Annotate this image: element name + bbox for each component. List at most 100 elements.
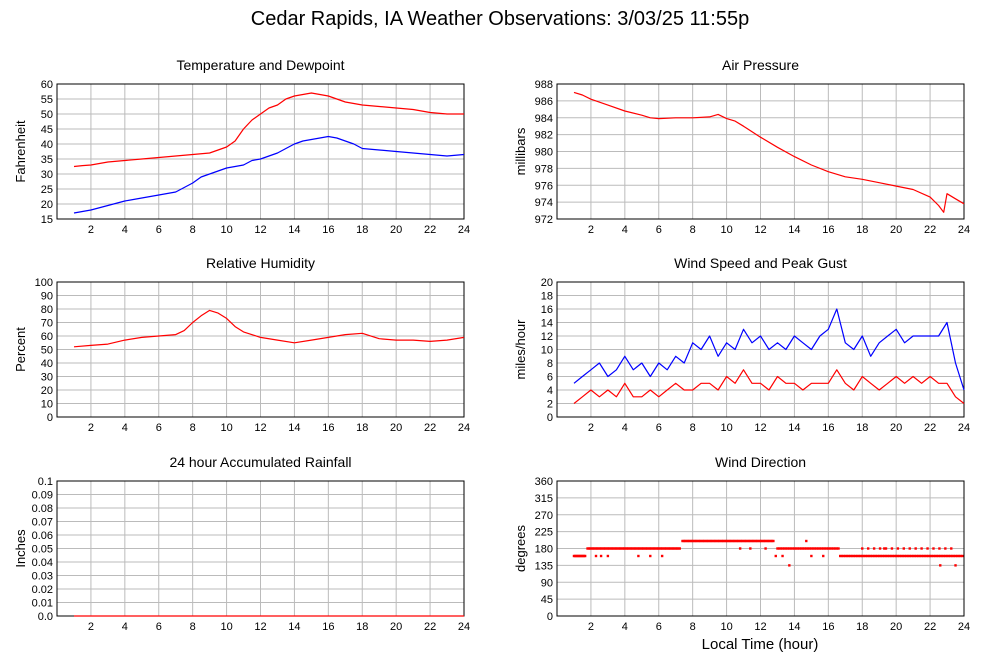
data-point xyxy=(761,539,764,543)
x-tick-label: 20 xyxy=(390,224,402,236)
data-point xyxy=(788,547,791,550)
data-point xyxy=(878,547,882,550)
data-point xyxy=(716,539,719,543)
y-tick-label: 315 xyxy=(535,493,553,505)
data-point xyxy=(905,554,908,558)
x-tick-label: 12 xyxy=(254,224,266,236)
y-tick-label: 12 xyxy=(541,331,553,343)
data-point xyxy=(658,547,661,550)
y-axis-label: miles/hour xyxy=(513,319,528,380)
x-tick-label: 22 xyxy=(424,621,436,633)
chart-panel-3: 2 4 6 8 10 12 14 16 18 20 22 2401020304050607080901… xyxy=(13,255,470,434)
y-tick-label: 984 xyxy=(535,113,553,125)
data-point xyxy=(631,547,634,550)
data-point xyxy=(698,539,702,543)
x-tick-label: 8 xyxy=(190,621,196,633)
x-tick-label: 18 xyxy=(356,621,368,633)
data-point xyxy=(651,547,654,550)
x-tick-label: 14 xyxy=(288,621,300,633)
x-tick-label: 16 xyxy=(822,224,834,236)
y-tick-label: 40 xyxy=(41,358,53,370)
y-tick-label: 976 xyxy=(535,180,553,192)
data-point xyxy=(702,539,706,543)
x-tick-label: 14 xyxy=(788,224,800,236)
data-point xyxy=(688,539,691,543)
y-tick-label: 0.04 xyxy=(32,557,53,569)
chart-title: Air Pressure xyxy=(722,57,799,73)
data-point xyxy=(786,547,789,550)
y-tick-label: 50 xyxy=(41,345,53,357)
data-point xyxy=(758,539,762,543)
data-point xyxy=(717,539,721,543)
y-tick-label: 978 xyxy=(535,163,553,175)
y-tick-label: 15 xyxy=(41,214,53,226)
plot-frame xyxy=(556,480,965,617)
data-point xyxy=(872,547,876,550)
x-tick-label: 6 xyxy=(656,422,662,434)
series-line-1 xyxy=(573,91,965,213)
x-tick-label: 4 xyxy=(122,621,128,633)
data-point xyxy=(918,554,922,558)
data-point xyxy=(721,539,725,543)
x-tick-label: 10 xyxy=(720,621,732,633)
y-tick-label: 80 xyxy=(41,304,53,316)
data-point xyxy=(662,547,665,550)
data-point xyxy=(769,539,772,543)
data-point xyxy=(738,547,742,550)
data-point xyxy=(908,554,911,558)
data-point xyxy=(734,539,737,543)
x-tick-label: 8 xyxy=(690,621,696,633)
data-point xyxy=(845,554,849,558)
x-tick-label: 22 xyxy=(924,224,936,236)
data-point xyxy=(937,554,940,558)
data-point xyxy=(759,539,763,543)
data-point xyxy=(772,539,775,543)
y-tick-label: 90 xyxy=(541,577,553,589)
data-point xyxy=(670,547,673,550)
data-point xyxy=(599,554,603,558)
data-point xyxy=(788,564,791,567)
data-point xyxy=(595,547,599,550)
data-point xyxy=(927,554,930,558)
x-tick-label: 2 xyxy=(588,621,594,633)
data-point xyxy=(770,539,774,543)
y-tick-label: 6 xyxy=(547,372,553,384)
y-tick-label: 0 xyxy=(547,412,553,424)
data-point xyxy=(705,539,709,543)
data-point xyxy=(640,547,643,550)
x-tick-label: 12 xyxy=(254,422,266,434)
data-point xyxy=(852,554,855,558)
data-point xyxy=(823,547,827,550)
data-point xyxy=(864,554,867,558)
data-point xyxy=(847,554,850,558)
data-point xyxy=(932,554,935,558)
data-point xyxy=(884,554,888,558)
data-point xyxy=(650,547,653,550)
data-point xyxy=(861,554,864,558)
data-point xyxy=(920,554,923,558)
data-point xyxy=(842,554,845,558)
data-point xyxy=(591,547,595,550)
x-tick-label: 4 xyxy=(122,422,128,434)
data-point xyxy=(830,547,833,550)
data-point xyxy=(617,547,620,550)
data-point xyxy=(673,547,676,550)
chart-panel-1: 2 4 6 8 10 12 14 16 18 20 22 2415202530354045505560… xyxy=(13,57,470,236)
x-tick-label: 16 xyxy=(322,422,334,434)
y-tick-label: 20 xyxy=(41,385,53,397)
y-tick-label: 14 xyxy=(541,318,553,330)
data-point xyxy=(602,547,606,550)
x-tick-label: 24 xyxy=(958,422,970,434)
data-point xyxy=(587,547,591,550)
data-point xyxy=(783,547,786,550)
data-point xyxy=(682,539,686,543)
y-tick-label: 986 xyxy=(535,96,553,108)
data-point xyxy=(935,554,939,558)
data-point xyxy=(621,547,624,550)
plot-frame xyxy=(56,83,465,220)
data-point xyxy=(730,539,733,543)
data-point xyxy=(820,547,823,550)
data-point xyxy=(891,554,894,558)
data-point xyxy=(881,554,884,558)
data-point xyxy=(914,547,917,550)
